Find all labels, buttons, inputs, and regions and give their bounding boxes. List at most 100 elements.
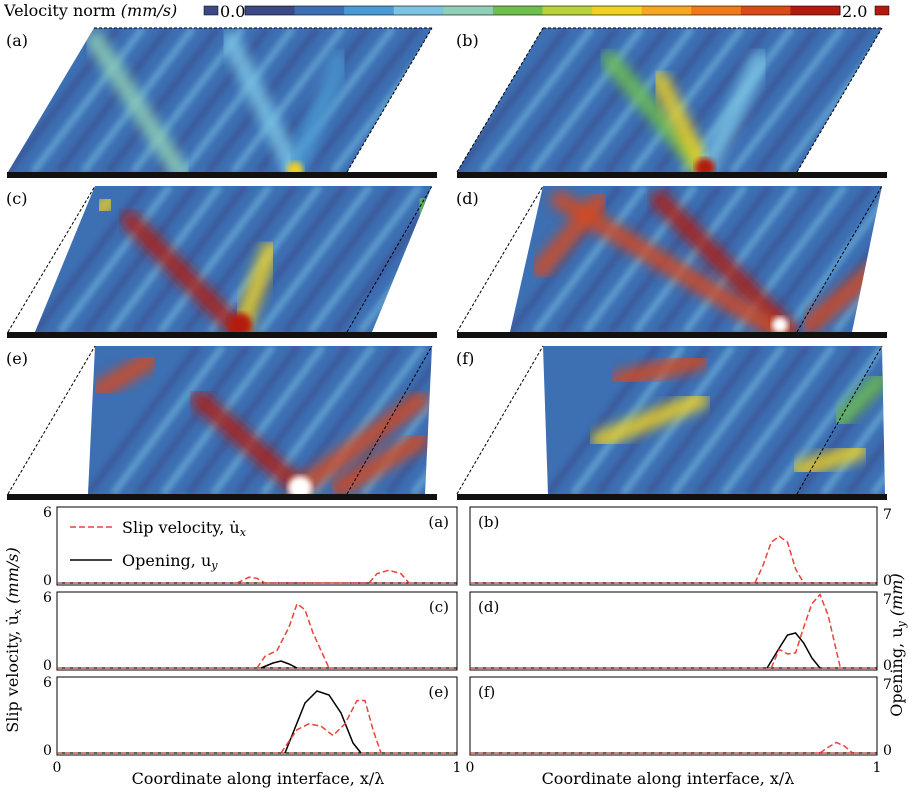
field-hotspot xyxy=(288,476,312,494)
y-tick-label-right: 7 xyxy=(883,677,892,693)
field-panel: (b) xyxy=(456,27,887,178)
field-streak xyxy=(210,346,326,494)
field-streak xyxy=(105,28,221,172)
plot-frame xyxy=(469,506,878,586)
field-streak xyxy=(682,186,798,332)
field-streak xyxy=(670,346,786,494)
profile-panel: (f) 700 1 xyxy=(466,676,892,776)
left-y-axis-title: Slip velocity, u̇x (mm/s) xyxy=(3,547,24,732)
slip-series-line xyxy=(280,699,382,754)
interface-bar xyxy=(457,332,887,338)
profile-panel: (a) 6 0 xyxy=(43,505,458,589)
panel-label: (e) xyxy=(6,349,28,368)
legend-slip-label: Slip velocity, u̇x xyxy=(122,518,247,539)
field-wave-front xyxy=(411,191,432,229)
field-streak xyxy=(845,346,885,494)
field-streak xyxy=(82,186,198,332)
field-streak xyxy=(185,346,301,494)
field-streak xyxy=(695,346,811,494)
right-y-axis-title: Opening, uy (mm) xyxy=(887,573,908,716)
field-streak xyxy=(632,186,748,332)
field-wave-front xyxy=(611,351,709,389)
field-streak xyxy=(57,186,173,332)
field-streak xyxy=(155,28,271,172)
field-streak xyxy=(305,28,421,172)
plot-panel-label: (b) xyxy=(478,513,499,531)
field-panel: (a) xyxy=(6,27,437,178)
plot-panel-label: (d) xyxy=(478,598,499,616)
field-streak xyxy=(110,346,226,494)
profile-panel: (e) 6 00 1 xyxy=(43,675,461,776)
field-streak xyxy=(504,28,620,172)
colorbar-segment xyxy=(393,6,444,15)
field-wave-front xyxy=(651,71,714,172)
field-streak xyxy=(557,186,673,332)
field-streak xyxy=(629,28,745,172)
field-panel: (e) xyxy=(6,345,437,500)
colorbar-segment xyxy=(740,6,791,15)
field-streak xyxy=(720,346,836,494)
field-wave-front xyxy=(331,431,429,494)
y-tick-label-right: 0 xyxy=(883,658,892,674)
legend: Slip velocity, u̇x Opening, uy xyxy=(70,518,247,572)
opening-series-line xyxy=(260,660,298,669)
plot-panel-label: (a) xyxy=(428,513,449,531)
colorbar-segment xyxy=(592,6,643,15)
interface-bar xyxy=(7,332,437,338)
field-streak xyxy=(282,186,398,332)
colorbar-ramp xyxy=(244,5,841,16)
field-hotspot xyxy=(228,313,252,332)
y-tick-label-right: 0 xyxy=(883,573,892,589)
colorbar-segment xyxy=(294,6,345,15)
field-hotspot xyxy=(772,317,788,332)
field-streak xyxy=(230,28,346,172)
reference-outline xyxy=(796,345,883,495)
field-streak xyxy=(820,346,885,494)
field-streak xyxy=(645,346,761,494)
y-tick-label-left: 0 xyxy=(43,573,52,589)
field-streak xyxy=(754,28,870,172)
slip-series-line xyxy=(819,741,854,754)
field-wave-front xyxy=(696,51,769,172)
plot-frame xyxy=(469,676,878,756)
colorbar-min-swatch xyxy=(203,5,219,16)
field-streak xyxy=(307,186,423,332)
x-tick-label: 0 xyxy=(466,760,475,776)
y-tick-label-left: 6 xyxy=(43,675,52,691)
colorbar-frame xyxy=(244,5,841,16)
colorbar: Velocity norm (mm/s) 0.0 2.0 xyxy=(3,1,890,21)
field-wave-front xyxy=(191,391,309,494)
colorbar-max-label: 2.0 xyxy=(842,2,867,21)
field-streak xyxy=(532,186,648,332)
reference-outline xyxy=(456,345,544,495)
plot-frame xyxy=(56,506,458,586)
colorbar-max-swatch xyxy=(874,5,890,16)
field-streak xyxy=(457,28,570,172)
colorbar-segment xyxy=(245,6,296,15)
slip-series-line xyxy=(236,569,410,584)
panel-label: (a) xyxy=(6,31,28,50)
field-wave-front xyxy=(791,441,869,479)
field-wave-front xyxy=(221,31,304,172)
panel-label: (c) xyxy=(6,189,27,208)
plot-panel-label: (e) xyxy=(428,683,449,701)
panel-label: (f) xyxy=(456,349,474,368)
colorbar-segment xyxy=(691,6,742,15)
panel-label: (b) xyxy=(456,31,479,50)
field-streak xyxy=(620,346,736,494)
colorbar-segment xyxy=(344,6,395,15)
field-streak xyxy=(832,186,882,332)
field-streak xyxy=(55,28,171,172)
slip-series-line xyxy=(754,535,805,584)
field-hotspot xyxy=(287,162,303,172)
x-tick-label: 1 xyxy=(873,760,882,776)
y-tick-label-right: 7 xyxy=(883,507,892,523)
field-wave-front xyxy=(121,211,249,332)
reference-outline xyxy=(796,185,883,333)
slip-series-line xyxy=(770,593,842,669)
reference-outline xyxy=(7,345,96,495)
y-tick-label-left: 6 xyxy=(43,590,52,606)
field-streak xyxy=(180,28,296,172)
